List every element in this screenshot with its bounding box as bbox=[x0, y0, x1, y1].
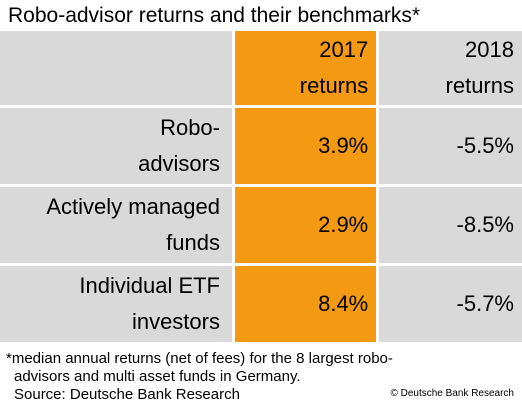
header-2017-label: returns bbox=[299, 73, 369, 98]
row-label-line1: Actively managed bbox=[46, 194, 220, 219]
footnote: *median annual returns (net of fees) for… bbox=[6, 350, 516, 404]
header-2018-label: returns bbox=[445, 73, 514, 98]
value-2018: -5.7% bbox=[377, 264, 522, 342]
value-2018: -5.5% bbox=[377, 106, 522, 187]
row-label-line2: investors bbox=[131, 309, 220, 334]
row-label-line1: Robo- bbox=[160, 115, 220, 140]
row-label-line2: funds bbox=[166, 230, 220, 255]
row-label: Robo- advisors bbox=[0, 106, 234, 187]
value-2017: 3.9% bbox=[231, 106, 380, 187]
header-2018-returns: 2018 returns bbox=[377, 31, 522, 108]
table-row: Robo- advisors 3.9% -5.5% bbox=[0, 106, 522, 187]
value-2017: 8.4% bbox=[231, 264, 380, 342]
chart-title: Robo-advisor returns and their benchmark… bbox=[8, 4, 421, 27]
row-label-line1: Individual ETF bbox=[79, 273, 220, 298]
footnote-line1: *median annual returns (net of fees) for… bbox=[6, 350, 393, 367]
table-row: Individual ETF investors 8.4% -5.7% bbox=[0, 264, 522, 342]
header-empty-cell bbox=[0, 31, 234, 108]
table-row: Actively managed funds 2.9% -8.5% bbox=[0, 185, 522, 266]
header-2018-year: 2018 bbox=[465, 37, 514, 62]
row-label: Individual ETF investors bbox=[0, 264, 234, 342]
returns-table: 2017 returns 2018 returns Robo- advisors… bbox=[0, 31, 522, 342]
value-2018: -8.5% bbox=[377, 185, 522, 266]
row-label-line2: advisors bbox=[138, 151, 220, 176]
header-2017-returns: 2017 returns bbox=[231, 31, 380, 108]
source-line: Source: Deutsche Bank Research bbox=[14, 386, 240, 403]
row-label: Actively managed funds bbox=[0, 185, 234, 266]
copyright-credit: © Deutsche Bank Research bbox=[390, 388, 514, 399]
value-2017: 2.9% bbox=[231, 185, 380, 266]
table-header-row: 2017 returns 2018 returns bbox=[0, 31, 522, 108]
header-2017-year: 2017 bbox=[319, 37, 369, 62]
footnote-line2: advisors and multi asset funds in German… bbox=[14, 368, 301, 385]
